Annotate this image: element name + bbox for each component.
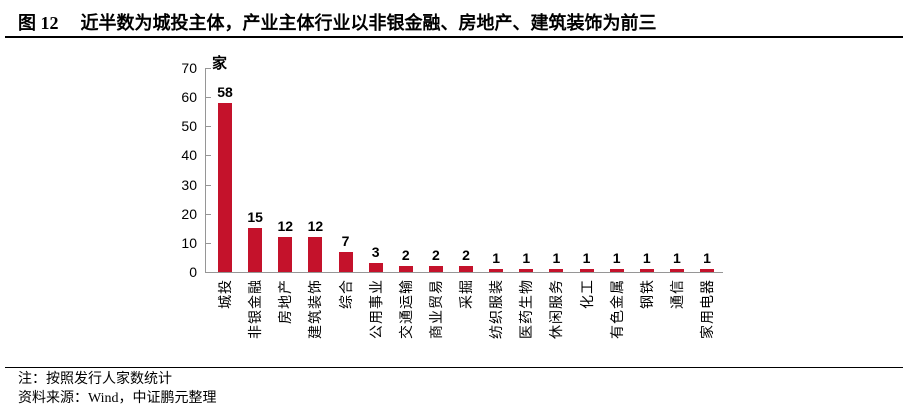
bar bbox=[700, 269, 714, 272]
bar-value-label: 2 bbox=[462, 247, 470, 263]
chart-note: 注：按照发行人家数统计 bbox=[18, 372, 172, 387]
bar bbox=[579, 269, 594, 272]
bar-value-label: 15 bbox=[247, 209, 263, 225]
x-axis-category-label: 建筑装饰 bbox=[307, 279, 324, 339]
chart-source: 资料来源：Wind，中证鹏元整理 bbox=[18, 391, 217, 406]
x-axis-category-label: 医药生物 bbox=[518, 279, 535, 339]
bar bbox=[368, 263, 383, 272]
x-axis-category-label: 采掘 bbox=[458, 279, 474, 309]
bar bbox=[549, 269, 564, 272]
bar bbox=[519, 269, 534, 272]
y-axis-tick bbox=[206, 242, 211, 244]
bar bbox=[639, 269, 654, 272]
x-axis-category-label: 商业贸易 bbox=[427, 279, 444, 339]
bar bbox=[278, 237, 293, 272]
y-axis-tick-label: 30 bbox=[181, 176, 197, 193]
y-axis-tick bbox=[206, 213, 211, 215]
bar bbox=[218, 103, 232, 272]
bar-value-label: 7 bbox=[341, 233, 350, 249]
bar-chart: 0 10 20 30 40 50 60 70 家 58 城投 15 非银金融 12 房地产 12 建筑装饰 7 综合… bbox=[0, 46, 908, 364]
x-axis-category-label: 纺织服装 bbox=[488, 279, 505, 339]
footer-divider-line bbox=[5, 367, 903, 368]
y-axis-tick bbox=[206, 97, 211, 99]
figure-title-text: 近半数为城投主体，产业主体行业以非银金融、房地产、建筑装饰为前三 bbox=[80, 13, 657, 33]
x-axis-category-label: 城投 bbox=[217, 279, 233, 309]
bar-value-label: 2 bbox=[431, 247, 440, 263]
bar bbox=[248, 228, 263, 272]
bar-value-label: 12 bbox=[307, 218, 324, 234]
y-axis-tick-label: 50 bbox=[181, 118, 197, 135]
bar-value-label: 1 bbox=[642, 250, 651, 266]
x-axis-category-label: 化工 bbox=[578, 279, 595, 309]
bar bbox=[609, 269, 624, 272]
figure-number-label: 图 12 bbox=[18, 13, 59, 33]
x-axis-category-label: 房地产 bbox=[277, 279, 294, 324]
bar-value-label: 58 bbox=[217, 84, 233, 100]
y-axis-unit-label: 家 bbox=[212, 55, 228, 72]
y-axis-tick-label: 60 bbox=[181, 89, 197, 106]
x-axis-category-label: 钢铁 bbox=[638, 279, 655, 309]
x-axis-category-label: 有色金属 bbox=[608, 279, 625, 339]
header-divider-line bbox=[5, 36, 903, 38]
bar bbox=[428, 266, 443, 272]
x-axis-category-label: 家用电器 bbox=[699, 279, 715, 339]
bar bbox=[398, 266, 413, 272]
x-axis-category-label: 公用事业 bbox=[367, 279, 384, 339]
bar-value-label: 1 bbox=[672, 250, 681, 266]
figure-title-row: 图 12 近半数为城投主体，产业主体行业以非银金融、房地产、建筑装饰为前三 bbox=[18, 9, 657, 35]
bar-value-label: 2 bbox=[401, 247, 410, 263]
x-axis-category-label: 休闲服务 bbox=[548, 279, 565, 339]
y-axis-tick-label: 40 bbox=[181, 147, 197, 164]
bar bbox=[459, 266, 473, 272]
bar-value-label: 12 bbox=[277, 218, 294, 234]
x-axis-category-label: 综合 bbox=[337, 279, 354, 309]
bar-value-label: 1 bbox=[582, 250, 591, 266]
x-axis-category-label: 通信 bbox=[668, 279, 685, 309]
y-axis-tick-label: 20 bbox=[181, 205, 197, 222]
bar bbox=[489, 269, 504, 272]
y-axis-line bbox=[205, 68, 206, 272]
bar bbox=[338, 252, 353, 272]
bar bbox=[308, 237, 323, 272]
x-axis-line bbox=[205, 272, 723, 273]
x-axis-category-label: 非银金融 bbox=[247, 279, 264, 339]
bar-value-label: 1 bbox=[703, 250, 711, 266]
y-axis-tick-label: 70 bbox=[181, 60, 197, 76]
bar-value-label: 1 bbox=[612, 250, 621, 266]
bar-value-label: 1 bbox=[492, 250, 501, 266]
y-axis-tick bbox=[206, 184, 211, 186]
y-axis-tick bbox=[206, 155, 211, 157]
y-axis-tick-label: 10 bbox=[181, 234, 197, 251]
bar bbox=[669, 269, 684, 272]
bar-value-label: 3 bbox=[371, 244, 380, 260]
bar-value-label: 1 bbox=[522, 250, 531, 266]
bar-value-label: 1 bbox=[552, 250, 561, 266]
y-axis-tick-label: 0 bbox=[189, 264, 197, 280]
x-axis-category-label: 交通运输 bbox=[397, 279, 414, 339]
y-axis-tick bbox=[206, 126, 211, 128]
y-axis-tick bbox=[206, 68, 211, 69]
